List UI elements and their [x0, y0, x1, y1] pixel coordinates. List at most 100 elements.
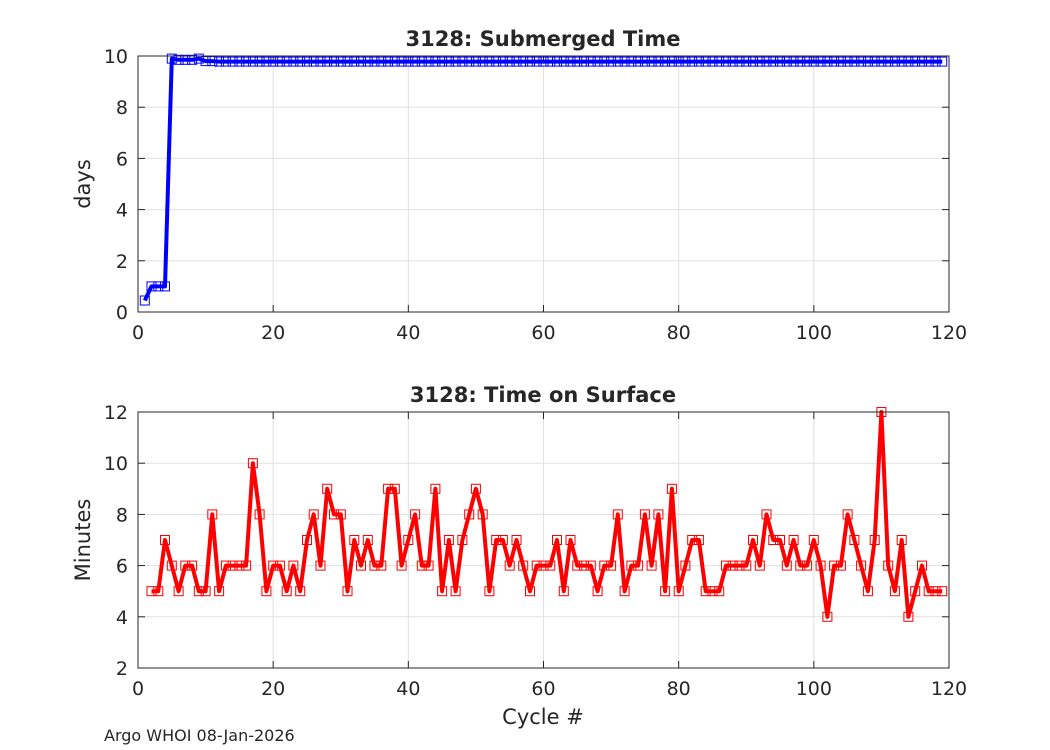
x-tick-label: 100: [796, 678, 832, 700]
y-tick-label: 6: [116, 148, 128, 170]
data-point: [322, 483, 333, 494]
data-point: [416, 56, 427, 67]
data-point: [734, 560, 745, 571]
data-point: [666, 483, 677, 494]
data-point: [193, 586, 204, 597]
data-point: [362, 56, 373, 67]
data-point: [423, 56, 434, 67]
data-point: [241, 56, 252, 67]
data-point: [781, 56, 792, 67]
data-point: [281, 56, 292, 67]
data-point: [410, 509, 421, 520]
data-point: [504, 560, 515, 571]
data-point: [288, 56, 299, 67]
data-point: [937, 56, 948, 67]
data-point: [572, 560, 583, 571]
data-point: [315, 560, 326, 571]
data-point: [558, 56, 569, 67]
x-tick-label: 60: [531, 678, 555, 700]
x-tick-label: 60: [531, 322, 555, 344]
y-tick-label: 2: [116, 251, 128, 273]
x-tick-label: 40: [396, 678, 420, 700]
data-point: [437, 586, 448, 597]
data-point: [491, 535, 502, 545]
y-tick-label: 12: [104, 402, 128, 424]
footer-credit: Argo WHOI 08-Jan-2026: [104, 726, 295, 745]
data-point: [829, 56, 840, 67]
data-point: [295, 586, 306, 597]
data-point: [511, 56, 522, 67]
data-point: [193, 53, 204, 64]
data-point: [700, 586, 711, 597]
data-point: [247, 458, 258, 469]
y-tick-label: 10: [104, 453, 128, 475]
data-point: [470, 56, 481, 67]
data-point: [565, 535, 576, 545]
data-point: [633, 560, 644, 571]
data-point: [146, 281, 157, 292]
plot-frame: [137, 55, 950, 313]
chart-title: 3128: Time on Surface: [410, 383, 676, 407]
data-point: [545, 560, 556, 571]
data-point: [775, 535, 785, 545]
data-point: [822, 56, 833, 67]
data-point: [660, 586, 671, 597]
data-point: [842, 509, 853, 520]
y-tick-label: 10: [104, 46, 128, 68]
data-point: [653, 56, 664, 67]
data-point: [464, 509, 475, 520]
data-point: [592, 56, 603, 67]
data-point: [700, 56, 711, 67]
data-point: [518, 56, 529, 67]
data-point: [349, 535, 360, 545]
data-point: [795, 56, 806, 67]
data-point: [646, 56, 657, 67]
data-point: [369, 56, 380, 67]
data-markers: [139, 53, 948, 306]
data-point: [511, 535, 522, 545]
data-point: [166, 53, 177, 64]
data-point: [937, 586, 948, 597]
data-point: [281, 586, 292, 597]
x-tick-label: 80: [667, 678, 691, 700]
data-point: [788, 56, 799, 67]
data-point: [721, 56, 731, 67]
data-point: [876, 56, 887, 67]
data-point: [166, 560, 177, 571]
data-point: [335, 509, 346, 520]
data-point: [862, 56, 873, 67]
x-axis-label: Cycle #: [502, 705, 584, 729]
data-point: [497, 535, 508, 545]
data-point: [653, 509, 664, 520]
x-tick-label: 40: [396, 322, 420, 344]
x-tick-label: 20: [261, 322, 285, 344]
data-point: [680, 560, 691, 571]
data-point: [383, 56, 394, 67]
data-point: [173, 586, 184, 597]
data-point: [849, 56, 860, 67]
data-point: [660, 56, 671, 67]
data-point: [761, 509, 772, 520]
data-point: [673, 586, 684, 597]
data-point: [423, 560, 434, 571]
data-point: [396, 560, 407, 571]
data-point: [153, 586, 164, 597]
x-tick-label: 80: [667, 322, 691, 344]
data-point: [754, 560, 765, 571]
data-point: [802, 560, 813, 571]
data-point: [207, 509, 218, 520]
data-point: [254, 56, 265, 67]
data-point: [930, 56, 941, 67]
data-point: [862, 586, 873, 597]
data-point: [612, 56, 623, 67]
data-point: [450, 586, 461, 597]
data-point: [484, 56, 495, 67]
data-point: [903, 56, 914, 67]
data-point: [356, 560, 366, 571]
data-point: [525, 586, 535, 597]
data-point: [187, 560, 198, 571]
data-point: [552, 56, 562, 67]
data-point: [592, 586, 603, 597]
data-point: [707, 586, 718, 597]
